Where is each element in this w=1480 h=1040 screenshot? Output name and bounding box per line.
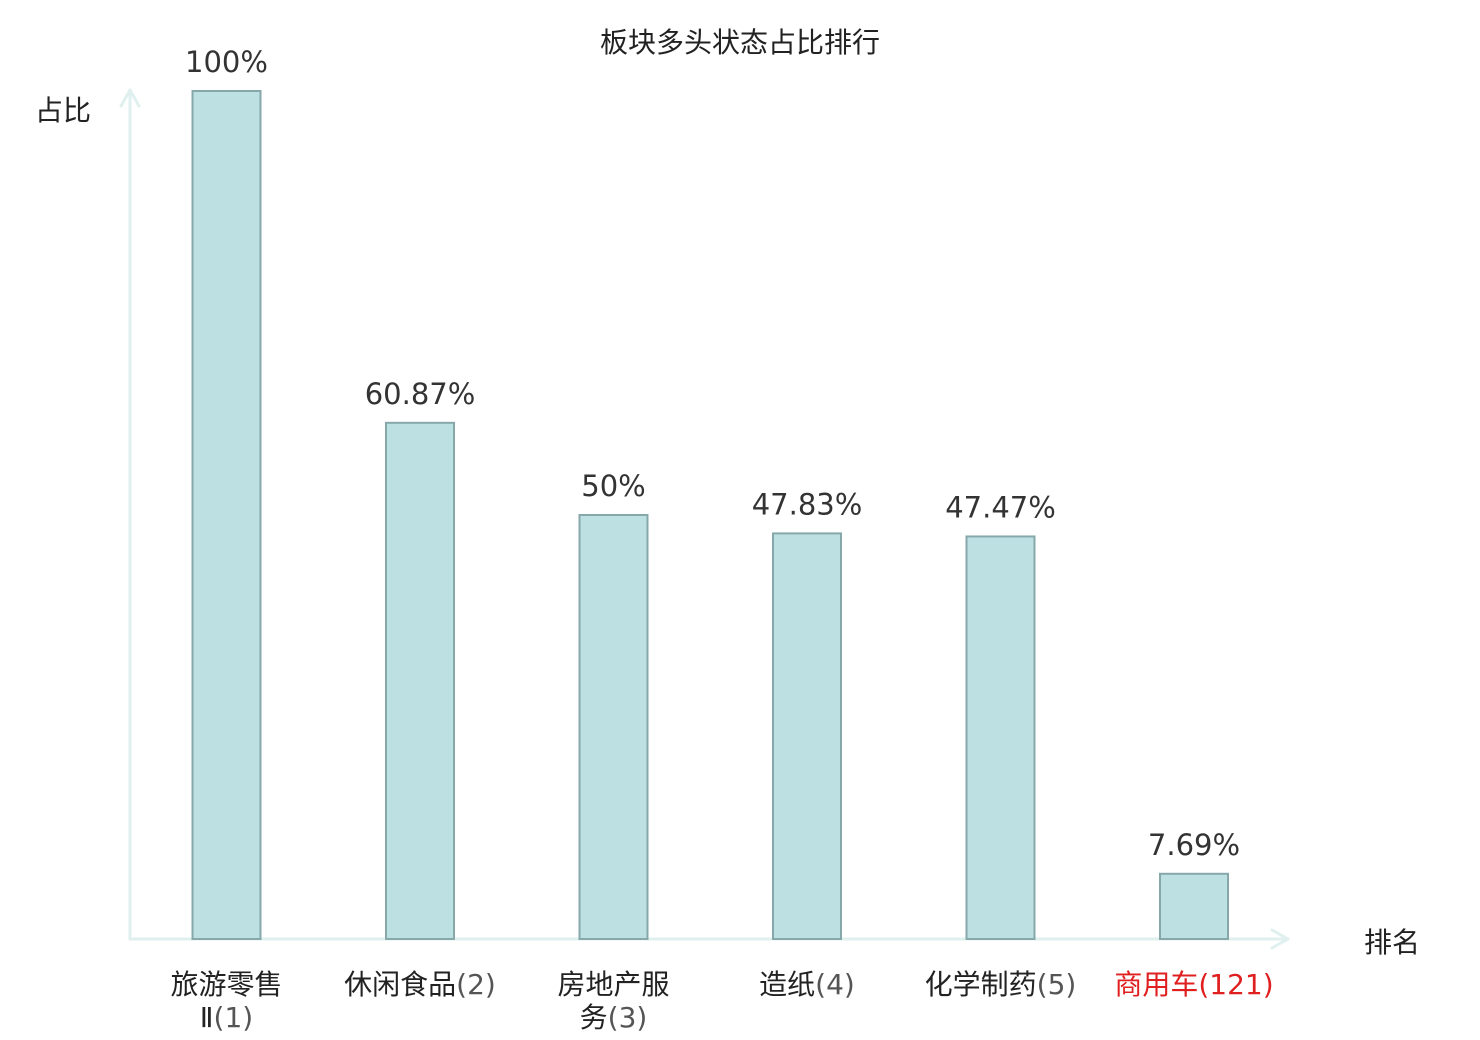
x-axis-label: 排名 [1364,926,1420,959]
chart-title: 板块多头状态占比排行 [600,26,880,59]
category-label: 房地产服务(3) [557,968,669,1034]
value-label: 60.87% [365,377,476,411]
bar [965,535,1036,940]
category-rank: (5) [1037,968,1077,1001]
category-name: 化学制药 [925,968,1037,1001]
value-label: 47.83% [752,487,863,521]
bar [578,514,649,940]
value-label: 100% [185,45,268,79]
category-label: 化学制药(5) [925,968,1077,1001]
category-name: 旅游零售 [170,968,282,1001]
category-name-cont: Ⅱ [200,1001,214,1034]
y-axis-label: 占比 [35,94,91,127]
category-label: 商用车(121) [1114,968,1273,1001]
category-name: 造纸 [759,968,815,1001]
bar [1159,872,1229,941]
x-axis-arrow [1270,928,1290,950]
category-rank: (2) [456,968,496,1001]
bar [191,90,262,940]
category-label: 旅游零售 Ⅱ(1) [170,968,282,1034]
category-name: 商用车 [1114,968,1198,1001]
category-rank: (1) [214,1001,254,1034]
bar [385,421,455,940]
value-labels: 100% 60.87% 50% 47.83% 47.47% 7.69% [185,45,1240,862]
value-label: 47.47% [945,490,1056,524]
bars [191,90,1229,941]
category-labels: 旅游零售 Ⅱ(1)休闲食品(2) 房地产服务(3)造纸(4) 化学制药(5) 商用车(1… [170,968,1273,1034]
y-axis-arrow [119,88,141,108]
category-rank: (4) [815,968,855,1001]
category-label: 休闲食品(2) [344,968,496,1001]
category-label: 造纸(4) [759,968,855,1001]
value-label: 7.69% [1148,828,1240,862]
axes [119,88,1290,950]
value-label: 50% [581,469,645,503]
category-name-cont: 务 [580,1001,608,1034]
category-name: 房地产服 [557,968,669,1001]
bar [772,532,842,940]
category-name: 休闲食品 [344,968,456,1001]
category-rank: (3) [608,1001,648,1034]
category-rank: (121) [1198,968,1273,1001]
